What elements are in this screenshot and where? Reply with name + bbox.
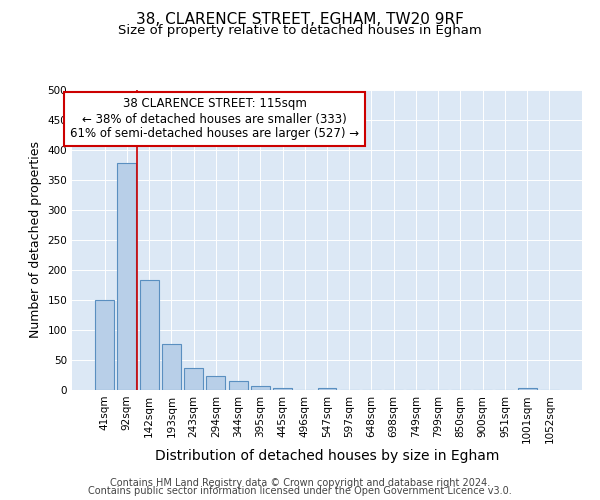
Text: Contains public sector information licensed under the Open Government Licence v3: Contains public sector information licen…: [88, 486, 512, 496]
Y-axis label: Number of detached properties: Number of detached properties: [29, 142, 42, 338]
Bar: [229, 381, 248, 390]
Bar: [118, 163, 136, 390]
Bar: [162, 344, 181, 390]
Bar: [184, 368, 203, 390]
Bar: [317, 388, 337, 390]
Text: Contains HM Land Registry data © Crown copyright and database right 2024.: Contains HM Land Registry data © Crown c…: [110, 478, 490, 488]
Bar: [251, 386, 270, 390]
X-axis label: Distribution of detached houses by size in Egham: Distribution of detached houses by size …: [155, 449, 499, 463]
Bar: [518, 388, 536, 390]
Bar: [206, 376, 225, 390]
Text: 38 CLARENCE STREET: 115sqm
← 38% of detached houses are smaller (333)
61% of sem: 38 CLARENCE STREET: 115sqm ← 38% of deta…: [70, 98, 359, 140]
Bar: [273, 388, 292, 390]
Text: Size of property relative to detached houses in Egham: Size of property relative to detached ho…: [118, 24, 482, 37]
Bar: [140, 280, 158, 390]
Text: 38, CLARENCE STREET, EGHAM, TW20 9RF: 38, CLARENCE STREET, EGHAM, TW20 9RF: [136, 12, 464, 28]
Bar: [95, 300, 114, 390]
